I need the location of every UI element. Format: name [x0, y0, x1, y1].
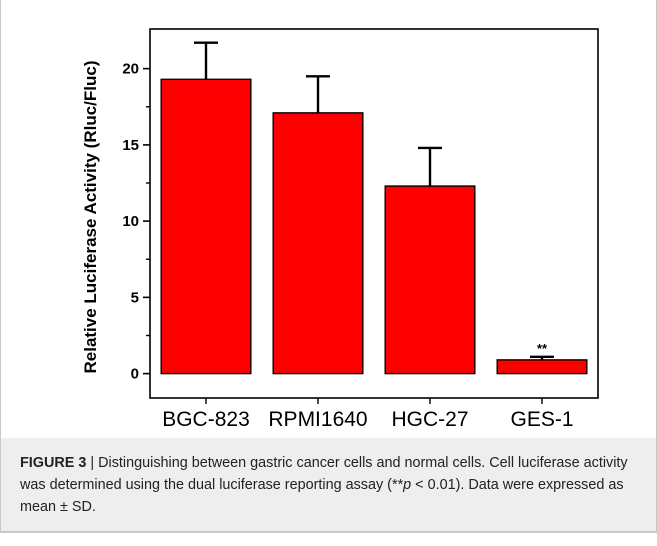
bar: [272, 112, 364, 375]
tick-labels: 0 5 10 15 20 BGC-823 RPMI1640 HGC-27 GES-1 **: [122, 61, 573, 431]
x-tick-label: GES-1: [510, 408, 573, 431]
caption-sig-p: p: [403, 477, 412, 493]
plot-frame: [149, 28, 599, 399]
caption-panel: [0, 438, 657, 532]
caption-label: FIGURE 3: [20, 455, 87, 471]
bar: [384, 185, 476, 375]
y-tick-label: 10: [122, 213, 139, 230]
caption-sig-stars: **: [391, 477, 404, 493]
significance-annotation: **: [537, 341, 548, 356]
caption-sig-rest: < 0.01). Data were expressed as mean ± S…: [20, 477, 624, 515]
axes: [143, 28, 599, 404]
y-tick-label: 20: [122, 61, 139, 78]
x-tick-label: RPMI1640: [268, 408, 367, 431]
caption-text: Distinguishing between gastric cancer ce…: [20, 455, 628, 493]
y-tick-label: 0: [131, 366, 139, 383]
y-tick-label: 5: [131, 289, 139, 306]
figure-caption: FIGURE 3 | Distinguishing between gastri…: [20, 452, 640, 518]
y-axis-label: Relative Luciferase Activity (Rluc/Fluc): [81, 60, 100, 373]
bars: [160, 41, 588, 375]
y-tick-label: 15: [122, 137, 139, 154]
bar: [160, 78, 252, 375]
caption-separator: |: [90, 455, 95, 471]
bottom-rule: [0, 531, 657, 533]
x-tick-label: BGC-823: [162, 408, 250, 431]
x-tick-label: HGC-27: [391, 408, 468, 431]
bar-chart: 0 5 10 15 20 BGC-823 RPMI1640 HGC-27 GES-1 ** Rel…: [81, 28, 599, 431]
bar: [496, 359, 588, 375]
